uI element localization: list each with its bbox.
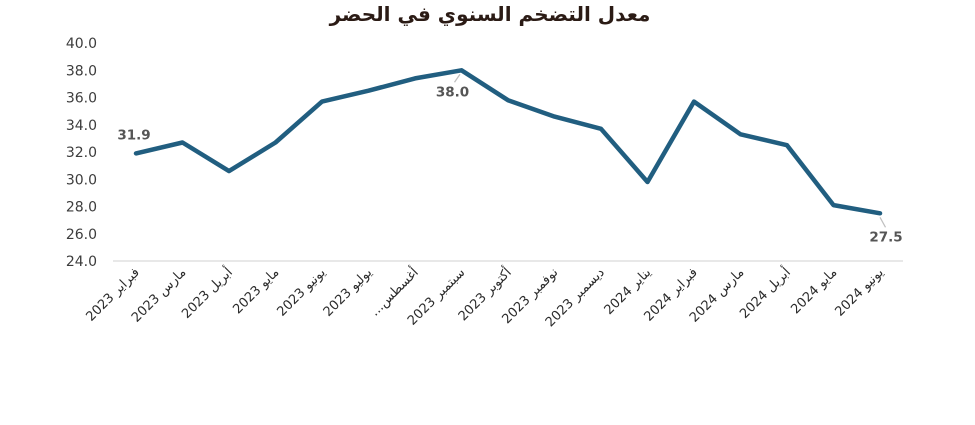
data-label-leader-line (879, 217, 887, 228)
y-axis-tick-label: 24.0 (66, 254, 97, 270)
y-axis-tick-label: 36.0 (66, 91, 97, 107)
y-axis-tick-label: 26.0 (66, 227, 97, 243)
x-axis-tick-label: يونيو 2024 (833, 265, 888, 320)
x-axis-tick-label: أبريل 2024 (736, 264, 794, 322)
data-label: 31.9 (117, 127, 150, 143)
y-axis-tick-label: 30.0 (66, 172, 97, 188)
y-axis-tick-label: 34.0 (66, 118, 97, 134)
data-label: 27.5 (869, 229, 902, 245)
x-axis-tick-label: أبريل 2023 (178, 264, 236, 322)
x-axis-tick-label: يونيو 2023 (275, 265, 330, 320)
chart-title: معدل التضخم السنوي في الحضر (329, 2, 651, 26)
data-label: 38.0 (436, 84, 469, 100)
x-axis-tick-label: يوليو 2023 (321, 265, 376, 320)
y-axis-tick-label: 40.0 (66, 36, 97, 52)
data-label-leader-line (454, 73, 461, 83)
y-axis-tick-label: 28.0 (66, 200, 97, 216)
y-axis-tick-label: 32.0 (66, 145, 97, 161)
inflation-series-line (133, 68, 883, 216)
y-axis-tick-label: 38.0 (66, 63, 97, 79)
